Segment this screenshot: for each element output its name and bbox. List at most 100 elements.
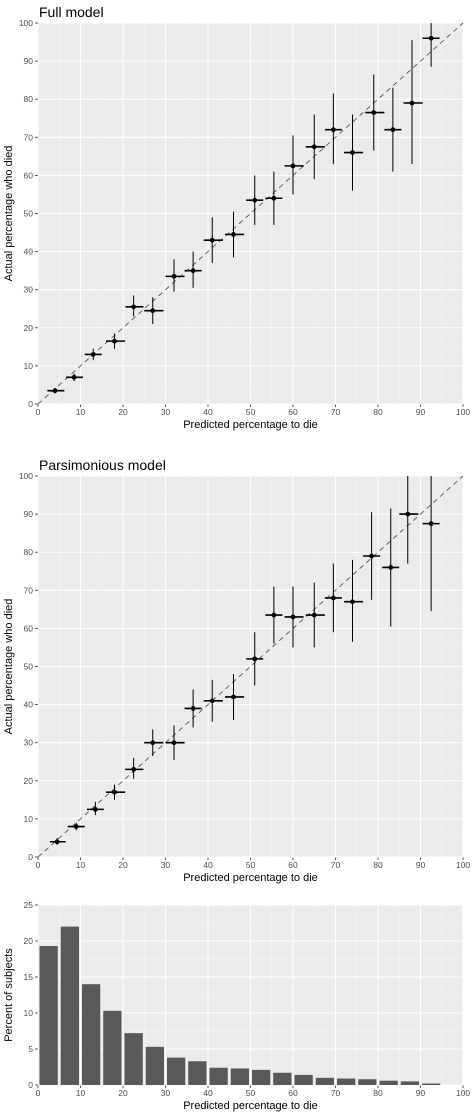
data-point [330, 127, 336, 133]
data-point [390, 127, 396, 133]
x-axis-label: Predicted percentage to die [183, 1100, 318, 1112]
x-tick-label: 70 [331, 407, 341, 417]
data-point [231, 694, 236, 700]
data-point [369, 553, 375, 559]
x-axis-label: Predicted percentage to die [183, 872, 318, 884]
x-tick-label: 100 [456, 407, 470, 417]
y-tick-label: 0 [28, 1080, 33, 1090]
histogram-bar [60, 926, 80, 1085]
x-tick-label: 20 [118, 1088, 128, 1098]
x-tick-label: 50 [246, 1088, 256, 1098]
data-point [52, 388, 58, 394]
predicted-distribution-histogram: 0 10 20 30 40 50 60 70 80 90 100 0 5 10 15 20 25 Predicte… [3, 900, 470, 1112]
y-tick-label: 25 [24, 900, 34, 910]
x-tick-label: 80 [373, 407, 383, 417]
x-tick-label: 40 [203, 407, 213, 417]
data-point [350, 150, 355, 155]
x-tick-label: 80 [373, 1088, 383, 1098]
y-axis-label: Percent of subjects [3, 948, 15, 1042]
x-tick-label: 90 [416, 1088, 426, 1098]
histogram-bar [103, 1010, 122, 1085]
y-tick-label: 15 [24, 972, 34, 982]
y-tick-label: 0 [28, 399, 33, 409]
data-point [131, 304, 137, 310]
y-tick-label: 0 [28, 852, 33, 862]
histogram-bar [336, 1078, 356, 1085]
x-tick-label: 20 [118, 860, 128, 870]
x-tick-label: 20 [118, 407, 128, 417]
x-tick-label: 40 [203, 1088, 213, 1098]
full-model-calibration-plot: 0 10 20 30 40 50 60 70 80 90 100 0 10 20 30 40 50 60 70 80 9… [3, 4, 470, 431]
x-tick-label: 40 [203, 860, 213, 870]
data-point [171, 740, 177, 746]
y-tick-label: 10 [24, 1008, 34, 1018]
y-tick-label: 100 [19, 18, 33, 28]
y-axis-label: Actual percentage who died [3, 599, 15, 735]
histogram-bar [273, 1072, 292, 1085]
y-tick-label: 50 [24, 209, 34, 219]
y-tick-label: 40 [24, 247, 34, 257]
y-tick-label: 40 [24, 700, 34, 710]
x-tick-label: 10 [76, 860, 86, 870]
histogram-bar [294, 1074, 313, 1085]
histogram-bar [421, 1083, 441, 1085]
x-tick-label: 70 [331, 1088, 341, 1098]
data-point [271, 195, 277, 201]
y-tick-label: 10 [24, 814, 34, 824]
data-point [112, 789, 117, 795]
data-point [350, 599, 355, 605]
data-point [371, 110, 377, 115]
y-tick-label: 30 [24, 285, 34, 295]
y-tick-label: 80 [24, 547, 34, 557]
data-point [190, 706, 196, 711]
data-point [92, 806, 98, 812]
x-tick-label: 60 [288, 407, 298, 417]
x-tick-label: 50 [246, 407, 256, 417]
y-tick-label: 30 [24, 738, 34, 748]
data-point [409, 100, 415, 106]
x-tick-label: 90 [416, 407, 426, 417]
data-point [290, 163, 296, 169]
data-point [311, 144, 317, 150]
data-point [131, 766, 137, 772]
data-point [209, 698, 215, 704]
data-point [405, 511, 411, 517]
x-tick-label: 0 [36, 860, 41, 870]
data-point [171, 273, 177, 279]
histogram-bar [230, 1068, 250, 1085]
x-tick-label: 80 [373, 860, 383, 870]
parsimonious-model-calibration-plot: 0 10 20 30 40 50 60 70 80 90 100 0 10 20 30 40 50 60 70 80 9… [3, 457, 470, 884]
x-axis-label: Predicted percentage to die [183, 419, 318, 431]
data-point [231, 232, 236, 237]
y-axis-label: Actual percentage who died [3, 146, 15, 282]
histogram-bar [39, 946, 58, 1085]
data-point [252, 656, 258, 662]
y-tick-label: 5 [28, 1044, 33, 1054]
histogram-bar [358, 1079, 377, 1085]
data-point [190, 268, 196, 274]
y-tick-label: 80 [24, 94, 34, 104]
histogram-bar [81, 984, 101, 1085]
y-tick-label: 10 [24, 361, 34, 371]
x-tick-label: 60 [288, 1088, 298, 1098]
data-point [209, 237, 215, 243]
x-tick-label: 10 [76, 1088, 86, 1098]
x-tick-label: 100 [456, 1088, 470, 1098]
y-tick-label: 70 [24, 132, 34, 142]
x-tick-label: 90 [416, 860, 426, 870]
data-point [112, 338, 117, 344]
data-point [73, 824, 79, 829]
data-point [271, 612, 277, 618]
y-tick-label: 60 [24, 623, 34, 633]
y-tick-label: 90 [24, 56, 34, 66]
data-point [54, 839, 60, 845]
y-tick-label: 20 [24, 936, 34, 946]
x-tick-label: 30 [161, 860, 171, 870]
data-point [290, 614, 296, 620]
histogram-bar [400, 1081, 420, 1085]
data-point [90, 352, 96, 357]
x-tick-label: 50 [246, 860, 256, 870]
data-point [150, 308, 156, 314]
histogram-bar [379, 1080, 398, 1085]
y-tick-label: 60 [24, 170, 34, 180]
